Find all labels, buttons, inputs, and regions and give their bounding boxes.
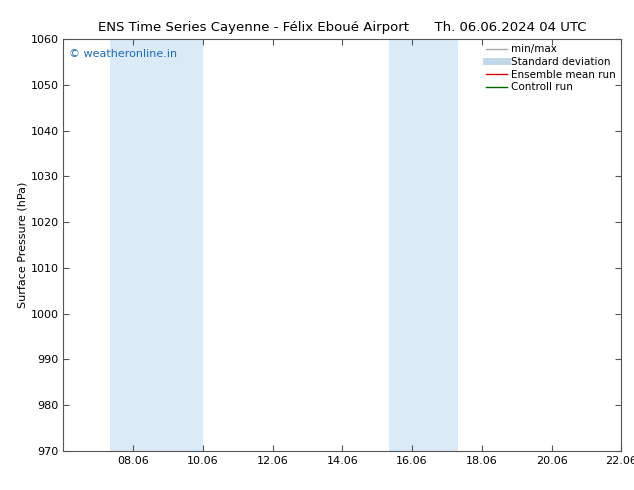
Bar	[389, 39, 458, 451]
Bar	[110, 39, 203, 451]
Title: ENS Time Series Cayenne - Félix Eboué Airport      Th. 06.06.2024 04 UTC: ENS Time Series Cayenne - Félix Eboué Ai…	[98, 21, 586, 34]
Legend: min/max, Standard deviation, Ensemble mean run, Controll run: min/max, Standard deviation, Ensemble me…	[484, 42, 618, 94]
Y-axis label: Surface Pressure (hPa): Surface Pressure (hPa)	[18, 182, 28, 308]
Text: © weatheronline.in: © weatheronline.in	[69, 49, 177, 59]
